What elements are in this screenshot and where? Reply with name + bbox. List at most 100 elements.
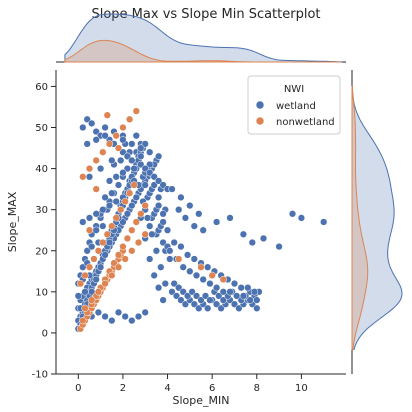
point-wetland [137,144,145,152]
point-nonwetland [112,132,120,140]
y-ticks: -10 0 10 20 30 40 50 60 [32,82,56,381]
point-nonwetland [103,111,111,119]
legend-title: NWI [284,84,304,95]
point-nonwetland [128,247,136,255]
point-wetland [201,292,210,300]
point-wetland [92,210,100,218]
right-marginal-kde [351,85,403,350]
point-nonwetland [94,247,103,255]
point-wetland [108,156,116,165]
point-wetland [212,300,221,308]
point-nonwetland [137,210,145,218]
point-wetland [101,251,109,259]
point-wetland [253,296,261,304]
point-nonwetland [219,275,227,284]
point-nonwetland [108,271,116,280]
point-wetland [114,181,123,189]
point-wetland [92,136,100,144]
point-wetland [259,234,268,243]
point-wetland [166,247,174,255]
point-nonwetland [108,222,116,230]
point-wetland [128,201,136,210]
point-nonwetland [175,255,183,263]
point-nonwetland [99,148,107,156]
point-nonwetland [85,164,94,173]
point-wetland [250,288,259,296]
x-tick-label: 0 [75,383,81,394]
x-tick-label: 10 [295,383,308,394]
point-wetland [219,288,227,296]
point-wetland [212,284,221,292]
point-nonwetland [117,206,125,214]
legend-label-nonwetland: nonwetland [276,117,335,128]
point-nonwetland [121,255,129,263]
x-tick-label: 6 [209,383,215,394]
point-wetland [297,214,306,222]
point-nonwetland [114,251,123,259]
point-wetland [199,275,207,284]
scatter-points [74,107,328,333]
point-wetland [101,312,109,321]
point-wetland [183,251,192,259]
point-nonwetland [208,271,216,280]
point-nonwetland [141,201,149,210]
point-wetland [157,263,165,271]
point-wetland [170,279,178,288]
point-nonwetland [132,218,140,226]
point-wetland [79,123,87,132]
top-marginal-kde [64,13,342,63]
point-nonwetland [125,115,134,123]
point-wetland [237,284,245,292]
point-wetland [108,316,116,325]
point-wetland [219,296,227,304]
point-wetland [246,296,254,304]
point-wetland [154,201,163,210]
point-wetland [190,222,198,230]
y-tick-label: 10 [35,287,48,298]
point-wetland [92,275,100,284]
point-wetland [275,242,283,251]
chart-title: Slope Max vs Slope Min Scatterplot [91,7,320,22]
y-tick-label: 60 [35,82,48,93]
point-wetland [128,156,136,165]
point-nonwetland [85,226,94,234]
point-nonwetland [94,288,103,296]
point-wetland [175,206,183,214]
y-tick-label: 50 [35,123,48,134]
point-wetland [172,292,181,300]
point-wetland [183,292,192,300]
point-wetland [81,288,89,296]
point-wetland [152,247,161,255]
point-wetland [154,152,163,160]
point-nonwetland [114,144,123,152]
x-tick-label: 8 [254,383,260,394]
point-wetland [141,181,149,189]
point-wetland [101,193,109,202]
point-wetland [119,136,127,144]
point-wetland [96,164,105,173]
point-wetland [159,296,167,304]
point-wetland [88,242,96,251]
point-wetland [108,189,116,197]
point-nonwetland [134,238,143,247]
point-nonwetland [197,263,205,271]
y-tick-label: 30 [35,205,48,216]
point-wetland [206,279,214,288]
point-wetland [112,173,120,181]
point-wetland [128,316,136,325]
point-wetland [123,210,132,218]
point-wetland [134,312,143,321]
legend-marker-wetland [255,100,265,110]
point-nonwetland [88,296,96,304]
point-wetland [146,148,154,156]
point-wetland [204,304,212,312]
point-nonwetland [105,140,114,148]
point-nonwetland [99,238,107,247]
point-wetland [181,214,190,222]
legend-label-wetland: wetland [276,101,316,112]
legend-marker-nonwetland [255,116,265,126]
point-wetland [101,123,109,132]
point-wetland [96,263,105,271]
point-nonwetland [85,263,94,271]
point-wetland [192,271,201,280]
